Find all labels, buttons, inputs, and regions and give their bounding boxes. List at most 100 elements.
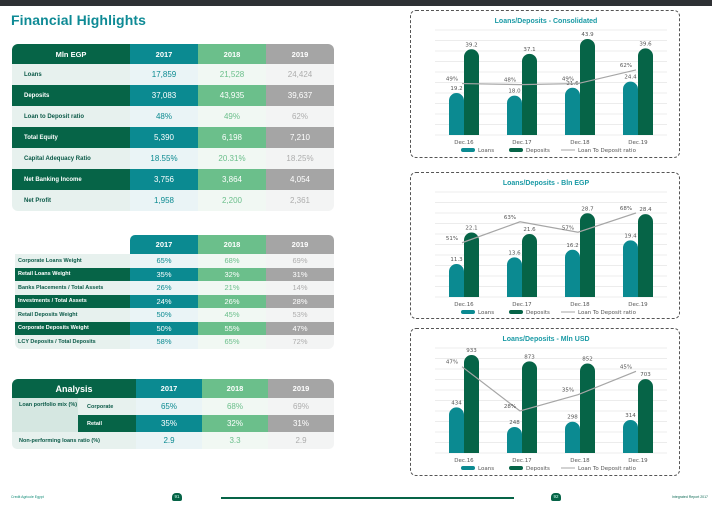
legend-label: Loan To Deposit ratio [578, 466, 637, 472]
bar-data-label: 933 [466, 348, 477, 354]
legend-swatch [461, 466, 475, 470]
bar-deposits-dec18 [580, 38, 595, 135]
value-2017: 58% [130, 335, 198, 349]
line-data-label: 63% [504, 215, 516, 221]
row-label: Retail Loans Weight [15, 267, 130, 281]
row-label: Loan to Deposit ratio [12, 106, 130, 127]
value-2017: 1,958 [130, 190, 198, 211]
legend-swatch [461, 310, 475, 314]
bar-loans-dec18 [565, 87, 580, 135]
row-label: Corporate Loans Weight [15, 254, 130, 268]
line-data-label: 62% [620, 63, 632, 69]
table-row: Total Equity 5,390 6,198 7,210 [12, 127, 334, 148]
value-2019: 69% [266, 254, 334, 268]
chart-svg: Loans/Deposits - Bln EGP 11.3 22.1 Dec.16 13… [435, 180, 667, 316]
value-2019: 4,054 [266, 169, 334, 190]
value-2017: 65% [130, 254, 198, 268]
table-row: Loan to Deposit ratio 48% 49% 62% [12, 106, 334, 127]
value-2018: 32% [202, 415, 268, 432]
value-2017: 50% [130, 308, 198, 322]
value-2019: 24,424 [266, 64, 334, 85]
loan-portfolio-mix-label: Loan portfolio mix (%) [12, 398, 78, 432]
value-2019: 53% [266, 308, 334, 322]
line-data-label: 45% [620, 364, 632, 370]
value-2019: 72% [266, 335, 334, 349]
bar-data-label: 434 [451, 400, 462, 406]
bar-data-label: 298 [567, 415, 578, 421]
x-tick-label: Dec.19 [628, 458, 648, 464]
table-header-row: 2017 2018 2019 [15, 235, 334, 254]
value-2017: 50% [130, 321, 198, 335]
x-tick-label: Dec.18 [570, 140, 590, 146]
value-2018: 32% [198, 267, 266, 281]
value-2019: 28% [266, 294, 334, 308]
bar-data-label: 13.6 [508, 250, 521, 256]
chart-title: Loans/Deposits - Mln USD [502, 336, 589, 343]
legend-label: Deposits [526, 148, 550, 154]
line-data-label: 47% [446, 360, 458, 366]
header-unit: Mln EGP [12, 44, 130, 64]
header-2017: 2017 [136, 379, 202, 398]
bar-data-label: 21.6 [523, 227, 536, 233]
value-2017: 26% [130, 281, 198, 295]
header-2017: 2017 [130, 235, 198, 254]
footer-report-name: Integrated Report 2017 [672, 495, 708, 499]
value-2018: 43,935 [198, 85, 266, 106]
row-label: Corporate Deposits Weight [15, 321, 130, 335]
x-tick-label: Dec.19 [628, 302, 648, 308]
chart-title: Loans/Deposits - Consolidated [495, 18, 598, 25]
value-2017: 48% [130, 106, 198, 127]
x-tick-label: Dec.18 [570, 302, 590, 308]
legend-label: Loan To Deposit ratio [578, 310, 637, 316]
legend-swatch [509, 148, 523, 152]
row-label: Investments / Total Assets [15, 294, 130, 308]
value-2018: 68% [202, 398, 268, 415]
table-header-row: Analysis 2017 2018 2019 [12, 379, 334, 398]
value-2018: 26% [198, 294, 266, 308]
financial-summary-table: Mln EGP 2017 2018 2019 Loans 17,859 21,528… [12, 44, 334, 211]
bar-data-label: 37.1 [523, 47, 535, 53]
value-2018: 21% [198, 281, 266, 295]
table-row: Banks Placements / Total Assets 26% 21% 14% [15, 281, 334, 295]
x-tick-label: Dec.17 [512, 458, 532, 464]
bar-data-label: 19.2 [450, 86, 462, 92]
line-data-label: 35% [562, 388, 574, 394]
row-label: Total Equity [12, 127, 130, 148]
value-2018: 55% [198, 321, 266, 335]
value-2019: 69% [268, 398, 334, 415]
value-2019: 39,637 [266, 85, 334, 106]
value-2018: 6,198 [198, 127, 266, 148]
row-label: Deposits [12, 85, 130, 106]
bar-deposits-dec19 [638, 48, 653, 135]
line-loan-to-deposit-ratio [461, 69, 637, 86]
table-row: LCY Deposits / Total Deposits 58% 65% 72% [15, 335, 334, 349]
chart-title: Loans/Deposits - Bln EGP [503, 180, 590, 187]
value-2018: 65% [198, 335, 266, 349]
bar-loans-dec16 [449, 264, 464, 297]
header-2018: 2018 [198, 44, 266, 64]
bar-deposits-dec17 [522, 361, 537, 453]
bar-deposits-dec19 [638, 214, 653, 297]
value-2017: 5,390 [130, 127, 198, 148]
value-2017: 24% [130, 294, 198, 308]
value-2017: 2.9 [136, 432, 202, 449]
chart-bln-egp: Loans/Deposits - Bln EGP 11.3 22.1 Dec.16 13… [410, 172, 680, 319]
value-2017: 35% [136, 415, 202, 432]
bar-loans-dec17 [507, 95, 522, 135]
table-row: Retail Loans Weight 35% 32% 31% [15, 267, 334, 281]
bar-data-label: 43.9 [581, 32, 594, 38]
value-2017: 17,859 [130, 64, 198, 85]
npl-label: Non-performing loans ratio (%) [12, 432, 136, 449]
line-data-label: 51% [446, 236, 458, 242]
window-top-bar [0, 0, 712, 6]
line-data-label: 49% [562, 77, 574, 83]
bar-data-label: 703 [640, 372, 651, 378]
x-tick-label: Dec.19 [628, 140, 648, 146]
bar-deposits-dec16 [464, 49, 479, 136]
bar-loans-dec16 [449, 93, 464, 135]
legend-swatch [509, 310, 523, 314]
value-2018: 49% [198, 106, 266, 127]
bar-data-label: 28.4 [639, 207, 652, 213]
header-analysis: Analysis [12, 379, 136, 398]
value-2017: 65% [136, 398, 202, 415]
